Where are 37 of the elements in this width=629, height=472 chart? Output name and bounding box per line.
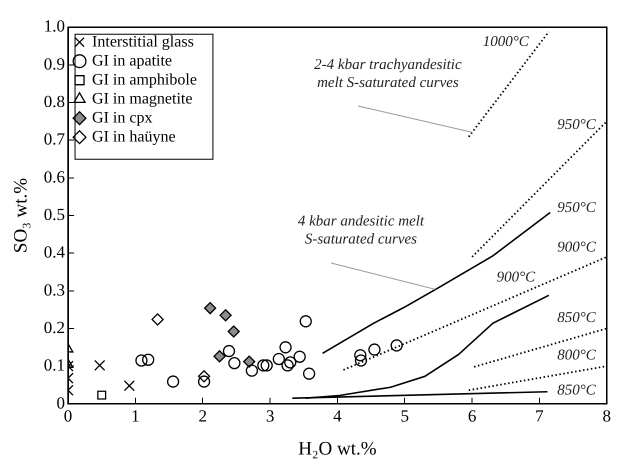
- y-tick-label: 0.2: [44, 318, 66, 337]
- y-tick-label: 0.6: [44, 167, 66, 186]
- annotation: 1000°C: [482, 34, 530, 50]
- y-tick-label: 0.1: [44, 356, 66, 375]
- x-tick-label: 7: [535, 406, 544, 426]
- y-tick-label: 0.7: [44, 130, 66, 149]
- annotation: 900°C: [496, 270, 536, 286]
- annotation: 900°C: [557, 239, 597, 256]
- y-tick-label: 0.3: [44, 280, 66, 300]
- annotation: 850°C: [557, 310, 597, 326]
- legend-label: GI in magnetite: [92, 90, 192, 108]
- y-tick-label: 0.5: [44, 204, 66, 224]
- x-tick-label: 8: [602, 406, 611, 426]
- annotation: 850°C: [557, 382, 597, 399]
- x-tick-label: 1: [131, 406, 140, 426]
- y-tick-label: 0.4: [44, 242, 66, 262]
- legend-label: GI in amphibole: [92, 71, 197, 88]
- legend-label: GI in cpx: [92, 109, 152, 126]
- legend-label: GI in apatite: [92, 52, 172, 70]
- y-tick-label: 0.8: [44, 92, 66, 111]
- annotation: 4 kbar andesitic melt S-saturated curves: [298, 214, 425, 248]
- y-tick-label: 0: [56, 393, 66, 412]
- x-tick-label: 3: [266, 406, 274, 426]
- legend-label: Interstitial glass: [92, 33, 194, 50]
- annotation: 2-4 kbar trachyandesitic melt S-saturated curves: [314, 57, 462, 92]
- x-axis-title: H₂O wt.%: [298, 438, 377, 460]
- annotation: 800°C: [557, 348, 597, 364]
- x-tick-label: 2: [198, 406, 207, 426]
- annotation: 950°C: [557, 117, 597, 134]
- y-tick-label: 0.9: [44, 54, 66, 74]
- legend-label: GI in haüyne: [92, 128, 176, 146]
- y-tick-label: 1.0: [44, 16, 66, 36]
- annotation: 950°C: [557, 200, 597, 216]
- y-axis-title: SO₃ wt.%: [10, 178, 32, 254]
- x-tick-label: 4: [333, 406, 342, 426]
- x-tick-label: 5: [400, 406, 409, 426]
- x-tick-label: 6: [468, 406, 476, 426]
